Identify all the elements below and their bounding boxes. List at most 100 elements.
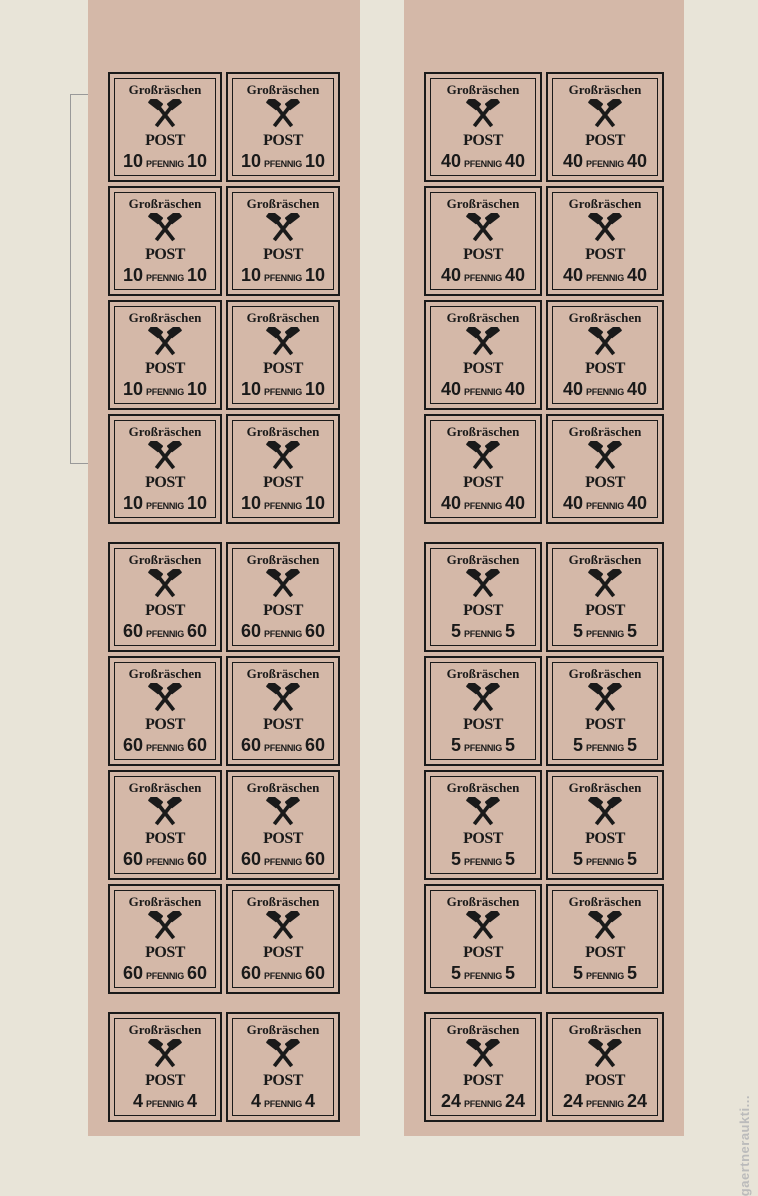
stamp-value-left: 40 [441, 379, 461, 400]
crossed-hammers-icon [464, 327, 502, 359]
stamp-value-right: 5 [505, 849, 515, 870]
stamp-title: Großräschen [569, 780, 642, 796]
stamp-title: Großräschen [447, 196, 520, 212]
stamp-post-label: POST [585, 474, 625, 492]
stamp-block: Großräschen POST 40 PFENNIG 40 Großräsch… [404, 68, 684, 528]
crossed-hammers-icon [586, 213, 624, 245]
stamp-inner-frame: Großräschen POST 60 PFENNIG 60 [114, 662, 216, 760]
postage-stamp: Großräschen POST 10 PFENNIG 10 [226, 414, 340, 524]
stamp-value-left: 40 [563, 151, 583, 172]
crossed-hammers-icon [264, 213, 302, 245]
stamp-grid: Großräschen POST 5 PFENNIG 5 Großräschen [404, 538, 684, 998]
stamp-unit-label: PFENNIG [264, 273, 302, 283]
stamp-unit-label: PFENNIG [264, 971, 302, 981]
stamp-title: Großräschen [447, 552, 520, 568]
stamp-post-label: POST [585, 716, 625, 734]
stamp-post-label: POST [263, 360, 303, 378]
crossed-hammers-icon [264, 683, 302, 715]
stamp-denomination: 60 PFENNIG 60 [241, 849, 325, 870]
stamp-value-right: 10 [305, 265, 325, 286]
stamp-denomination: 5 PFENNIG 5 [573, 849, 637, 870]
stamp-value-left: 60 [123, 735, 143, 756]
stamp-inner-frame: Großräschen POST 40 PFENNIG 40 [430, 78, 536, 176]
stamp-post-label: POST [585, 132, 625, 150]
stamp-title: Großräschen [447, 894, 520, 910]
stamp-post-label: POST [263, 474, 303, 492]
stamp-title: Großräschen [129, 1022, 202, 1038]
stamp-value-left: 24 [563, 1091, 583, 1112]
stamp-inner-frame: Großräschen POST 40 PFENNIG 40 [552, 192, 658, 290]
stamp-unit-label: PFENNIG [146, 1099, 184, 1109]
stamp-value-right: 60 [187, 621, 207, 642]
stamp-post-label: POST [145, 944, 185, 962]
stamp-value-right: 5 [505, 735, 515, 756]
stamp-value-left: 40 [441, 493, 461, 514]
crossed-hammers-icon [464, 569, 502, 601]
stamp-unit-label: PFENNIG [264, 857, 302, 867]
stamp-denomination: 4 PFENNIG 4 [133, 1091, 197, 1112]
stamp-value-right: 10 [187, 379, 207, 400]
stamp-title: Großräschen [247, 310, 320, 326]
stamp-value-left: 10 [123, 379, 143, 400]
stamp-title: Großräschen [129, 780, 202, 796]
postage-stamp: Großräschen POST 10 PFENNIG 10 [226, 300, 340, 410]
stamp-value-left: 10 [123, 493, 143, 514]
stamp-value-left: 10 [241, 151, 261, 172]
crossed-hammers-icon [146, 683, 184, 715]
stamp-inner-frame: Großräschen POST 5 PFENNIG 5 [430, 548, 536, 646]
stamp-strip-left: Großräschen POST 10 PFENNIG 10 Großräsch… [88, 0, 360, 1136]
postage-stamp: Großräschen POST 60 PFENNIG 60 [226, 542, 340, 652]
stamp-unit-label: PFENNIG [146, 971, 184, 981]
stamp-inner-frame: Großräschen POST 5 PFENNIG 5 [552, 776, 658, 874]
postage-stamp: Großräschen POST 10 PFENNIG 10 [108, 300, 222, 410]
postage-stamp: Großräschen POST 10 PFENNIG 10 [108, 186, 222, 296]
stamp-post-label: POST [145, 132, 185, 150]
crossed-hammers-icon [146, 1039, 184, 1071]
crossed-hammers-icon [264, 441, 302, 473]
stamp-unit-label: PFENNIG [264, 387, 302, 397]
stamp-post-label: POST [463, 944, 503, 962]
postage-stamp: Großräschen POST 4 PFENNIG 4 [226, 1012, 340, 1122]
stamp-post-label: POST [585, 1072, 625, 1090]
stamp-value-left: 5 [451, 849, 461, 870]
stamp-grid: Großräschen POST 10 PFENNIG 10 Großräsch… [88, 68, 360, 528]
stamp-title: Großräschen [247, 780, 320, 796]
postage-stamp: Großräschen POST 24 PFENNIG 24 [546, 1012, 664, 1122]
postage-stamp: Großräschen POST 60 PFENNIG 60 [108, 656, 222, 766]
stamp-value-right: 40 [505, 379, 525, 400]
stamp-post-label: POST [585, 246, 625, 264]
stamp-value-left: 5 [451, 621, 461, 642]
stamp-value-right: 10 [305, 379, 325, 400]
crossed-hammers-icon [586, 683, 624, 715]
stamp-post-label: POST [463, 602, 503, 620]
stamp-value-right: 24 [505, 1091, 525, 1112]
crossed-hammers-icon [264, 911, 302, 943]
stamp-title: Großräschen [247, 82, 320, 98]
stamp-value-left: 5 [573, 963, 583, 984]
stamp-title: Großräschen [447, 1022, 520, 1038]
stamp-block: Großräschen POST 60 PFENNIG 60 Großräsch… [88, 538, 360, 998]
stamp-unit-label: PFENNIG [146, 159, 184, 169]
stamp-block: Großräschen POST 10 PFENNIG 10 Großräsch… [88, 68, 360, 528]
stamp-value-left: 40 [563, 379, 583, 400]
stamp-post-label: POST [463, 474, 503, 492]
stamp-denomination: 60 PFENNIG 60 [123, 849, 207, 870]
crossed-hammers-icon [146, 911, 184, 943]
stamp-title: Großräschen [247, 424, 320, 440]
stamp-unit-label: PFENNIG [264, 1099, 302, 1109]
stamp-post-label: POST [463, 716, 503, 734]
stamp-title: Großräschen [569, 552, 642, 568]
postage-stamp: Großräschen POST 40 PFENNIG 40 [546, 300, 664, 410]
stamp-title: Großräschen [569, 310, 642, 326]
stamp-value-left: 4 [251, 1091, 261, 1112]
stamp-value-left: 5 [573, 735, 583, 756]
stamp-unit-label: PFENNIG [586, 743, 624, 753]
crossed-hammers-icon [464, 441, 502, 473]
stamp-denomination: 5 PFENNIG 5 [451, 849, 515, 870]
postage-stamp: Großräschen POST 5 PFENNIG 5 [424, 884, 542, 994]
stamp-inner-frame: Großräschen POST 24 PFENNIG 24 [430, 1018, 536, 1116]
stamp-unit-label: PFENNIG [146, 387, 184, 397]
stamp-title: Großräschen [569, 1022, 642, 1038]
stamp-denomination: 5 PFENNIG 5 [451, 735, 515, 756]
stamp-post-label: POST [463, 830, 503, 848]
